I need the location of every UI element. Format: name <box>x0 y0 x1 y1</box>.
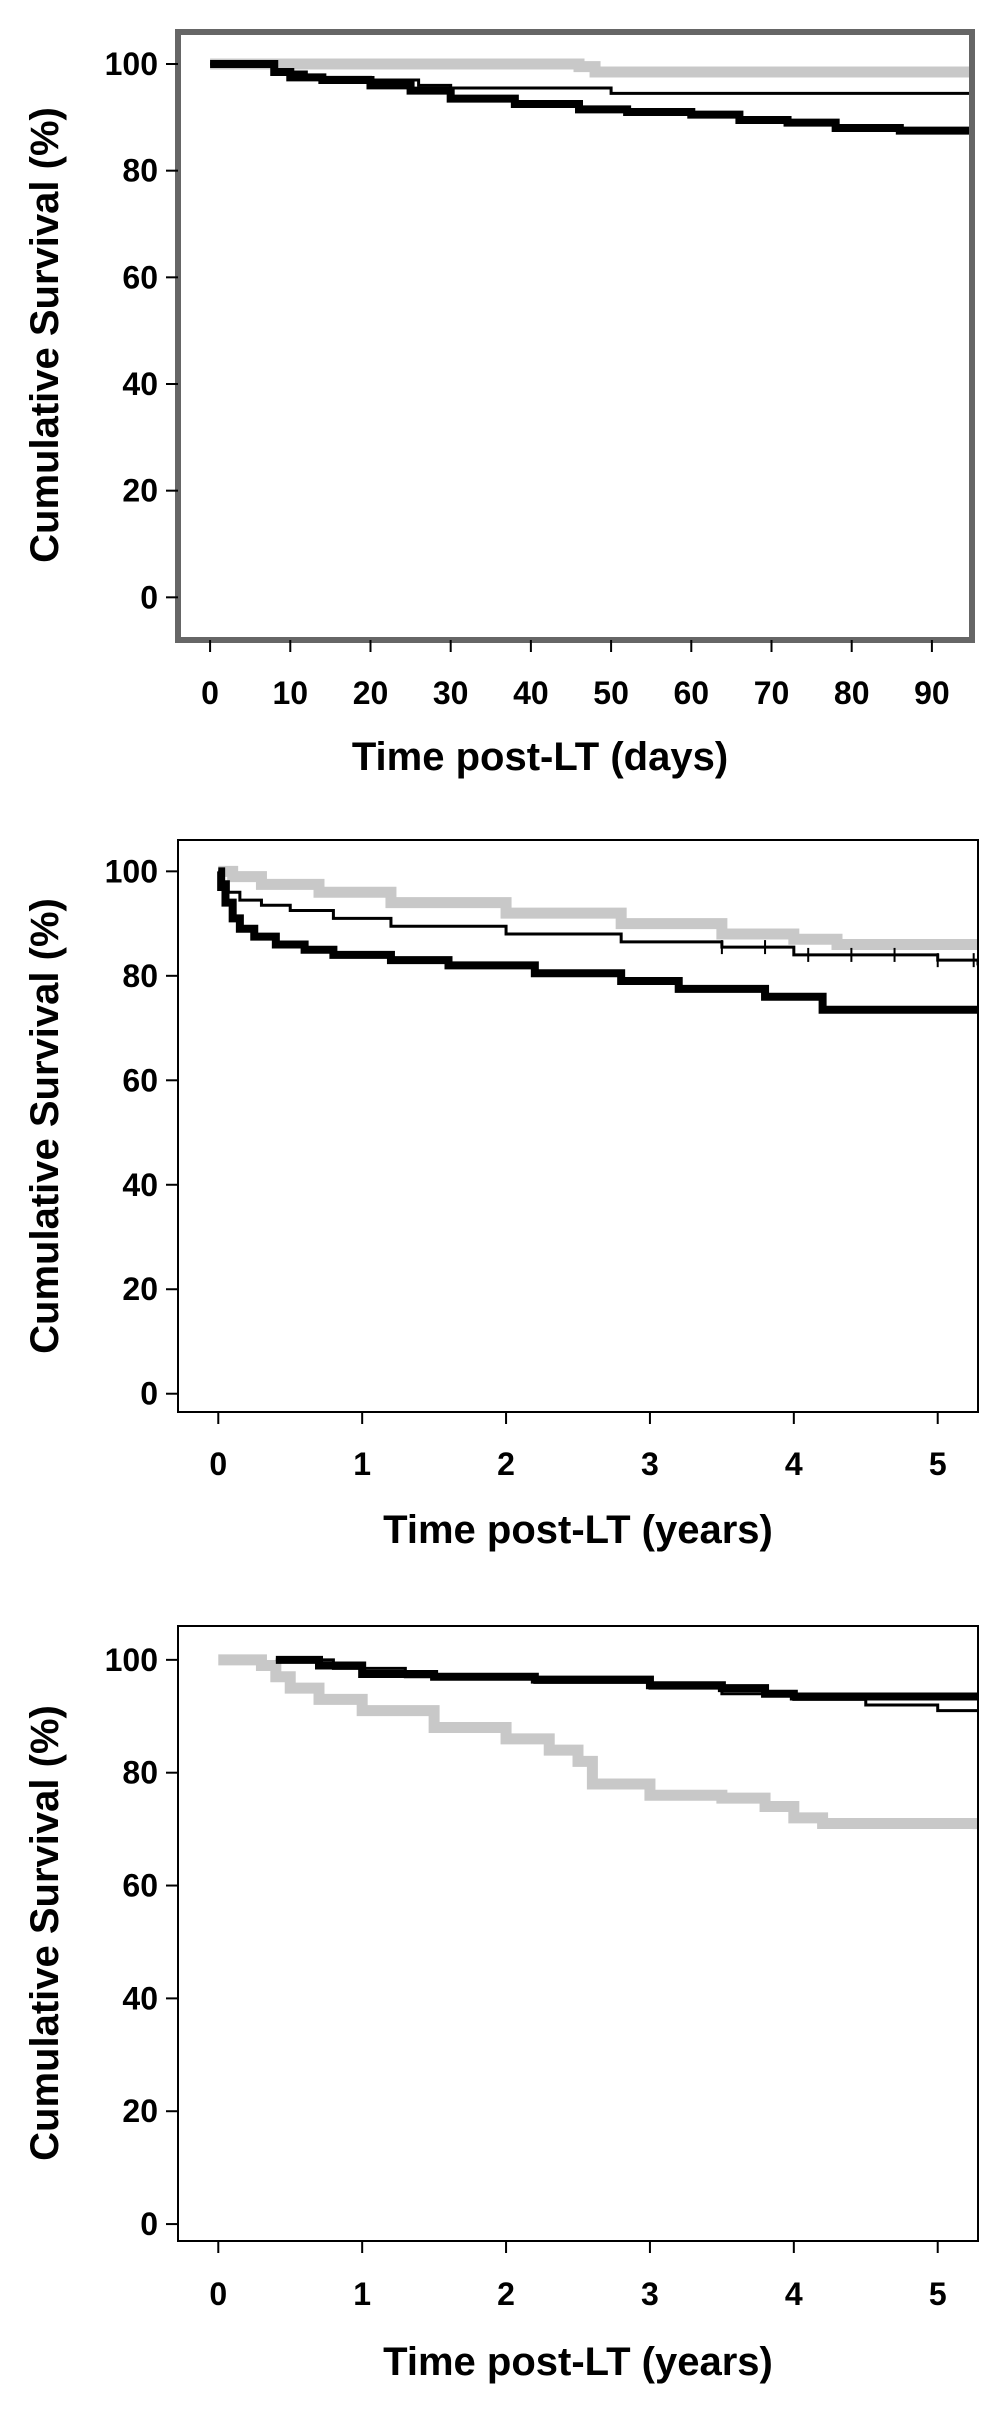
y-tick-label: 0 <box>140 579 158 615</box>
x-tick-label: 5 <box>929 1446 947 1482</box>
y-axis-title: Cumulative Survival (%) <box>23 898 67 1354</box>
y-tick-label: 20 <box>122 473 158 509</box>
y-tick-label: 80 <box>122 1755 158 1791</box>
x-tick-label: 3 <box>641 1446 659 1482</box>
x-tick-label: 10 <box>272 675 308 711</box>
chart-1: 0 20 40 60 80 100 0 10 20 30 40 50 60 70 80 90 Time post… <box>23 29 975 779</box>
series-line-3 <box>217 867 978 1014</box>
series-group <box>217 865 978 1014</box>
y-tick-label: 80 <box>122 153 158 189</box>
x-tick-label: 90 <box>914 675 950 711</box>
x-tick-label: 0 <box>209 2276 227 2312</box>
y-tick-label: 40 <box>122 1167 158 1203</box>
y-tick-label: 0 <box>140 1376 158 1412</box>
series-line-1 <box>218 1654 978 1830</box>
x-tick-label: 50 <box>593 675 629 711</box>
plot-frame <box>175 29 975 643</box>
series-line-1 <box>218 865 978 950</box>
x-axis-title: Time post-LT (years) <box>383 1508 773 1552</box>
y-tick-label: 0 <box>140 2206 158 2242</box>
plot-frame <box>177 1625 979 2242</box>
x-tick-label: 4 <box>785 1446 803 1482</box>
y-tick-label: 60 <box>122 1868 158 1904</box>
x-tick-label: 2 <box>497 2276 515 2312</box>
series-group <box>210 58 972 135</box>
x-tick-label: 2 <box>497 1446 515 1482</box>
y-tick-label: 80 <box>122 958 158 994</box>
x-tick-label: 80 <box>834 675 870 711</box>
x-tick-label: 1 <box>353 1446 371 1482</box>
y-tick-label: 60 <box>122 259 158 295</box>
x-tick-label: 40 <box>513 675 549 711</box>
chart-2: 0 20 40 60 80 100 0 1 2 3 4 5 Time post-LT (years) Cu… <box>23 839 979 1552</box>
x-tick-label: 20 <box>353 675 389 711</box>
chart-3: 0 20 40 60 80 100 0 1 2 3 4 5 Time post-LT (years) Cu… <box>23 1625 979 2384</box>
x-tick-label: 70 <box>754 675 790 711</box>
y-tick-label: 20 <box>122 1271 158 1307</box>
x-tick-label: 0 <box>209 1446 227 1482</box>
x-tick-label: 60 <box>673 675 709 711</box>
x-tick-label: 30 <box>433 675 469 711</box>
x-tick-label: 0 <box>201 675 219 711</box>
y-tick-label: 20 <box>122 2093 158 2129</box>
y-tick-label: 100 <box>105 46 158 82</box>
y-tick-label: 40 <box>122 1980 158 2016</box>
x-tick-label: 1 <box>353 2276 371 2312</box>
x-tick-label: 4 <box>785 2276 803 2312</box>
series-line-3 <box>210 60 972 135</box>
y-axis-title: Cumulative Survival (%) <box>23 107 67 563</box>
x-tick-label: 3 <box>641 2276 659 2312</box>
plot-frame <box>177 839 979 1413</box>
series-line-3 <box>275 1655 978 1701</box>
series-line-2 <box>275 1658 978 1713</box>
y-tick-label: 100 <box>105 1642 158 1678</box>
x-axis-title: Time post-LT (days) <box>352 735 728 779</box>
y-tick-label: 40 <box>122 366 158 402</box>
series-line-2 <box>218 869 978 966</box>
x-tick-label: 5 <box>929 2276 947 2312</box>
y-tick-label: 100 <box>105 853 158 889</box>
x-axis-title: Time post-LT (years) <box>383 2340 773 2384</box>
series-group <box>218 1654 978 1830</box>
y-tick-label: 60 <box>122 1062 158 1098</box>
y-axis-title: Cumulative Survival (%) <box>23 1705 67 2161</box>
series-line-1 <box>210 58 972 78</box>
